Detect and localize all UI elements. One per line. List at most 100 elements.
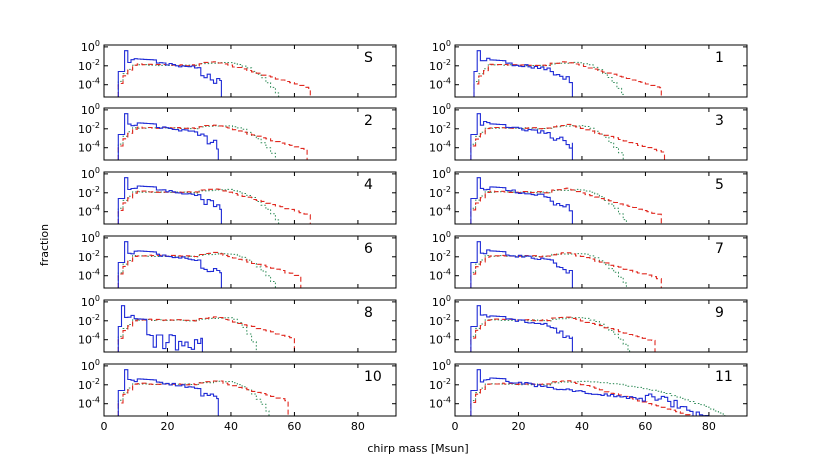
y-tick-label: 10-2 — [429, 313, 451, 328]
panel-frame — [454, 299, 748, 353]
series-green-line — [470, 317, 631, 352]
y-tick-base: 10 — [78, 79, 92, 92]
y-tick-label: 10-4 — [78, 204, 100, 219]
y-tick-exponent: 0 — [446, 39, 451, 48]
panel-frame — [103, 363, 397, 417]
series-blue-line — [117, 113, 219, 160]
y-tick-base: 10 — [81, 296, 95, 309]
y-tick-base: 10 — [429, 251, 443, 264]
y-tick-exponent: 0 — [95, 294, 100, 303]
y-tick-base: 10 — [429, 206, 443, 219]
y-tick-label: 10-4 — [78, 77, 100, 92]
y-tick-label: 100 — [432, 39, 451, 54]
series-blue-line — [117, 50, 222, 97]
series-blue-line — [470, 177, 573, 224]
y-tick-base: 10 — [432, 104, 446, 117]
panel-frame — [454, 363, 748, 417]
y-tick-base: 10 — [429, 379, 443, 392]
y-tick-label: 10-2 — [429, 121, 451, 136]
panel-label: 4 — [364, 177, 373, 193]
panel-label: S — [364, 50, 373, 66]
y-tick-label: 100 — [81, 166, 100, 181]
y-tick-exponent: -4 — [92, 204, 100, 213]
panel-curves — [117, 177, 311, 224]
y-tick-base: 10 — [432, 41, 446, 54]
series-red-line — [117, 61, 311, 97]
series-red-line — [470, 380, 741, 416]
panel-label: 11 — [715, 369, 733, 385]
y-tick-base: 10 — [78, 379, 92, 392]
y-tick-exponent: -2 — [443, 121, 451, 130]
panel-frame — [454, 235, 748, 289]
y-tick-base: 10 — [78, 315, 92, 328]
y-tick-base: 10 — [432, 168, 446, 181]
series-green-line — [470, 380, 726, 416]
x-axis-label: chirp mass [Msun] — [367, 442, 468, 455]
y-tick-label: 10-4 — [78, 140, 100, 155]
y-tick-base: 10 — [429, 334, 443, 347]
panel-curves — [117, 50, 311, 97]
y-tick-exponent: 0 — [95, 358, 100, 367]
series-red-line — [470, 123, 666, 160]
y-tick-label: 10-2 — [78, 249, 100, 264]
panel-label: 1 — [715, 50, 724, 66]
y-tick-label: 100 — [432, 102, 451, 117]
y-tick-base: 10 — [78, 187, 92, 200]
y-tick-exponent: 0 — [446, 358, 451, 367]
panel-label: 5 — [715, 177, 724, 193]
y-tick-label: 10-2 — [429, 58, 451, 73]
y-tick-base: 10 — [429, 142, 443, 155]
y-tick-base: 10 — [429, 315, 443, 328]
series-red-line — [470, 252, 662, 288]
y-tick-label: 10-2 — [78, 185, 100, 200]
y-tick-exponent: 0 — [95, 39, 100, 48]
y-tick-label: 10-2 — [429, 249, 451, 264]
series-green-line — [117, 188, 280, 224]
y-tick-exponent: -2 — [443, 377, 451, 386]
y-tick-base: 10 — [78, 334, 92, 347]
series-green-line — [470, 125, 624, 160]
y-tick-base: 10 — [81, 168, 95, 181]
panel-curves — [117, 305, 295, 352]
x-tick-label: 20 — [160, 420, 174, 433]
panel-curves — [470, 177, 662, 224]
y-tick-exponent: 0 — [446, 230, 451, 239]
x-tick-label: 40 — [575, 420, 589, 433]
y-tick-exponent: -2 — [92, 313, 100, 322]
y-tick-exponent: -4 — [92, 140, 100, 149]
y-tick-exponent: -2 — [443, 185, 451, 194]
panel-label: 7 — [715, 241, 724, 257]
panel-7: 10 0 10-2 10-4 7 — [429, 230, 748, 289]
y-tick-exponent: -4 — [92, 332, 100, 341]
y-tick-base: 10 — [78, 251, 92, 264]
y-tick-base: 10 — [429, 123, 443, 136]
y-tick-exponent: 0 — [446, 294, 451, 303]
series-red-line — [117, 380, 289, 416]
y-tick-label: 100 — [432, 294, 451, 309]
series-blue-line — [470, 113, 573, 160]
series-red-line — [117, 124, 308, 160]
y-tick-label: 10-2 — [78, 377, 100, 392]
panel-curves — [117, 113, 308, 160]
x-tick-label: 0 — [452, 420, 459, 433]
y-tick-label: 10-4 — [429, 268, 451, 283]
y-tick-exponent: -4 — [443, 77, 451, 86]
panel-curves — [470, 241, 662, 288]
y-tick-exponent: 0 — [95, 102, 100, 111]
panel-frame — [103, 171, 397, 225]
y-tick-base: 10 — [78, 206, 92, 219]
y-tick-label: 10-4 — [429, 396, 451, 411]
x-tick-label: 20 — [511, 420, 525, 433]
panel-frame — [454, 171, 748, 225]
panel-frame — [454, 107, 748, 161]
y-tick-label: 10-4 — [429, 77, 451, 92]
y-tick-exponent: -4 — [92, 268, 100, 277]
series-green-line — [117, 252, 276, 288]
y-tick-exponent: -4 — [443, 204, 451, 213]
